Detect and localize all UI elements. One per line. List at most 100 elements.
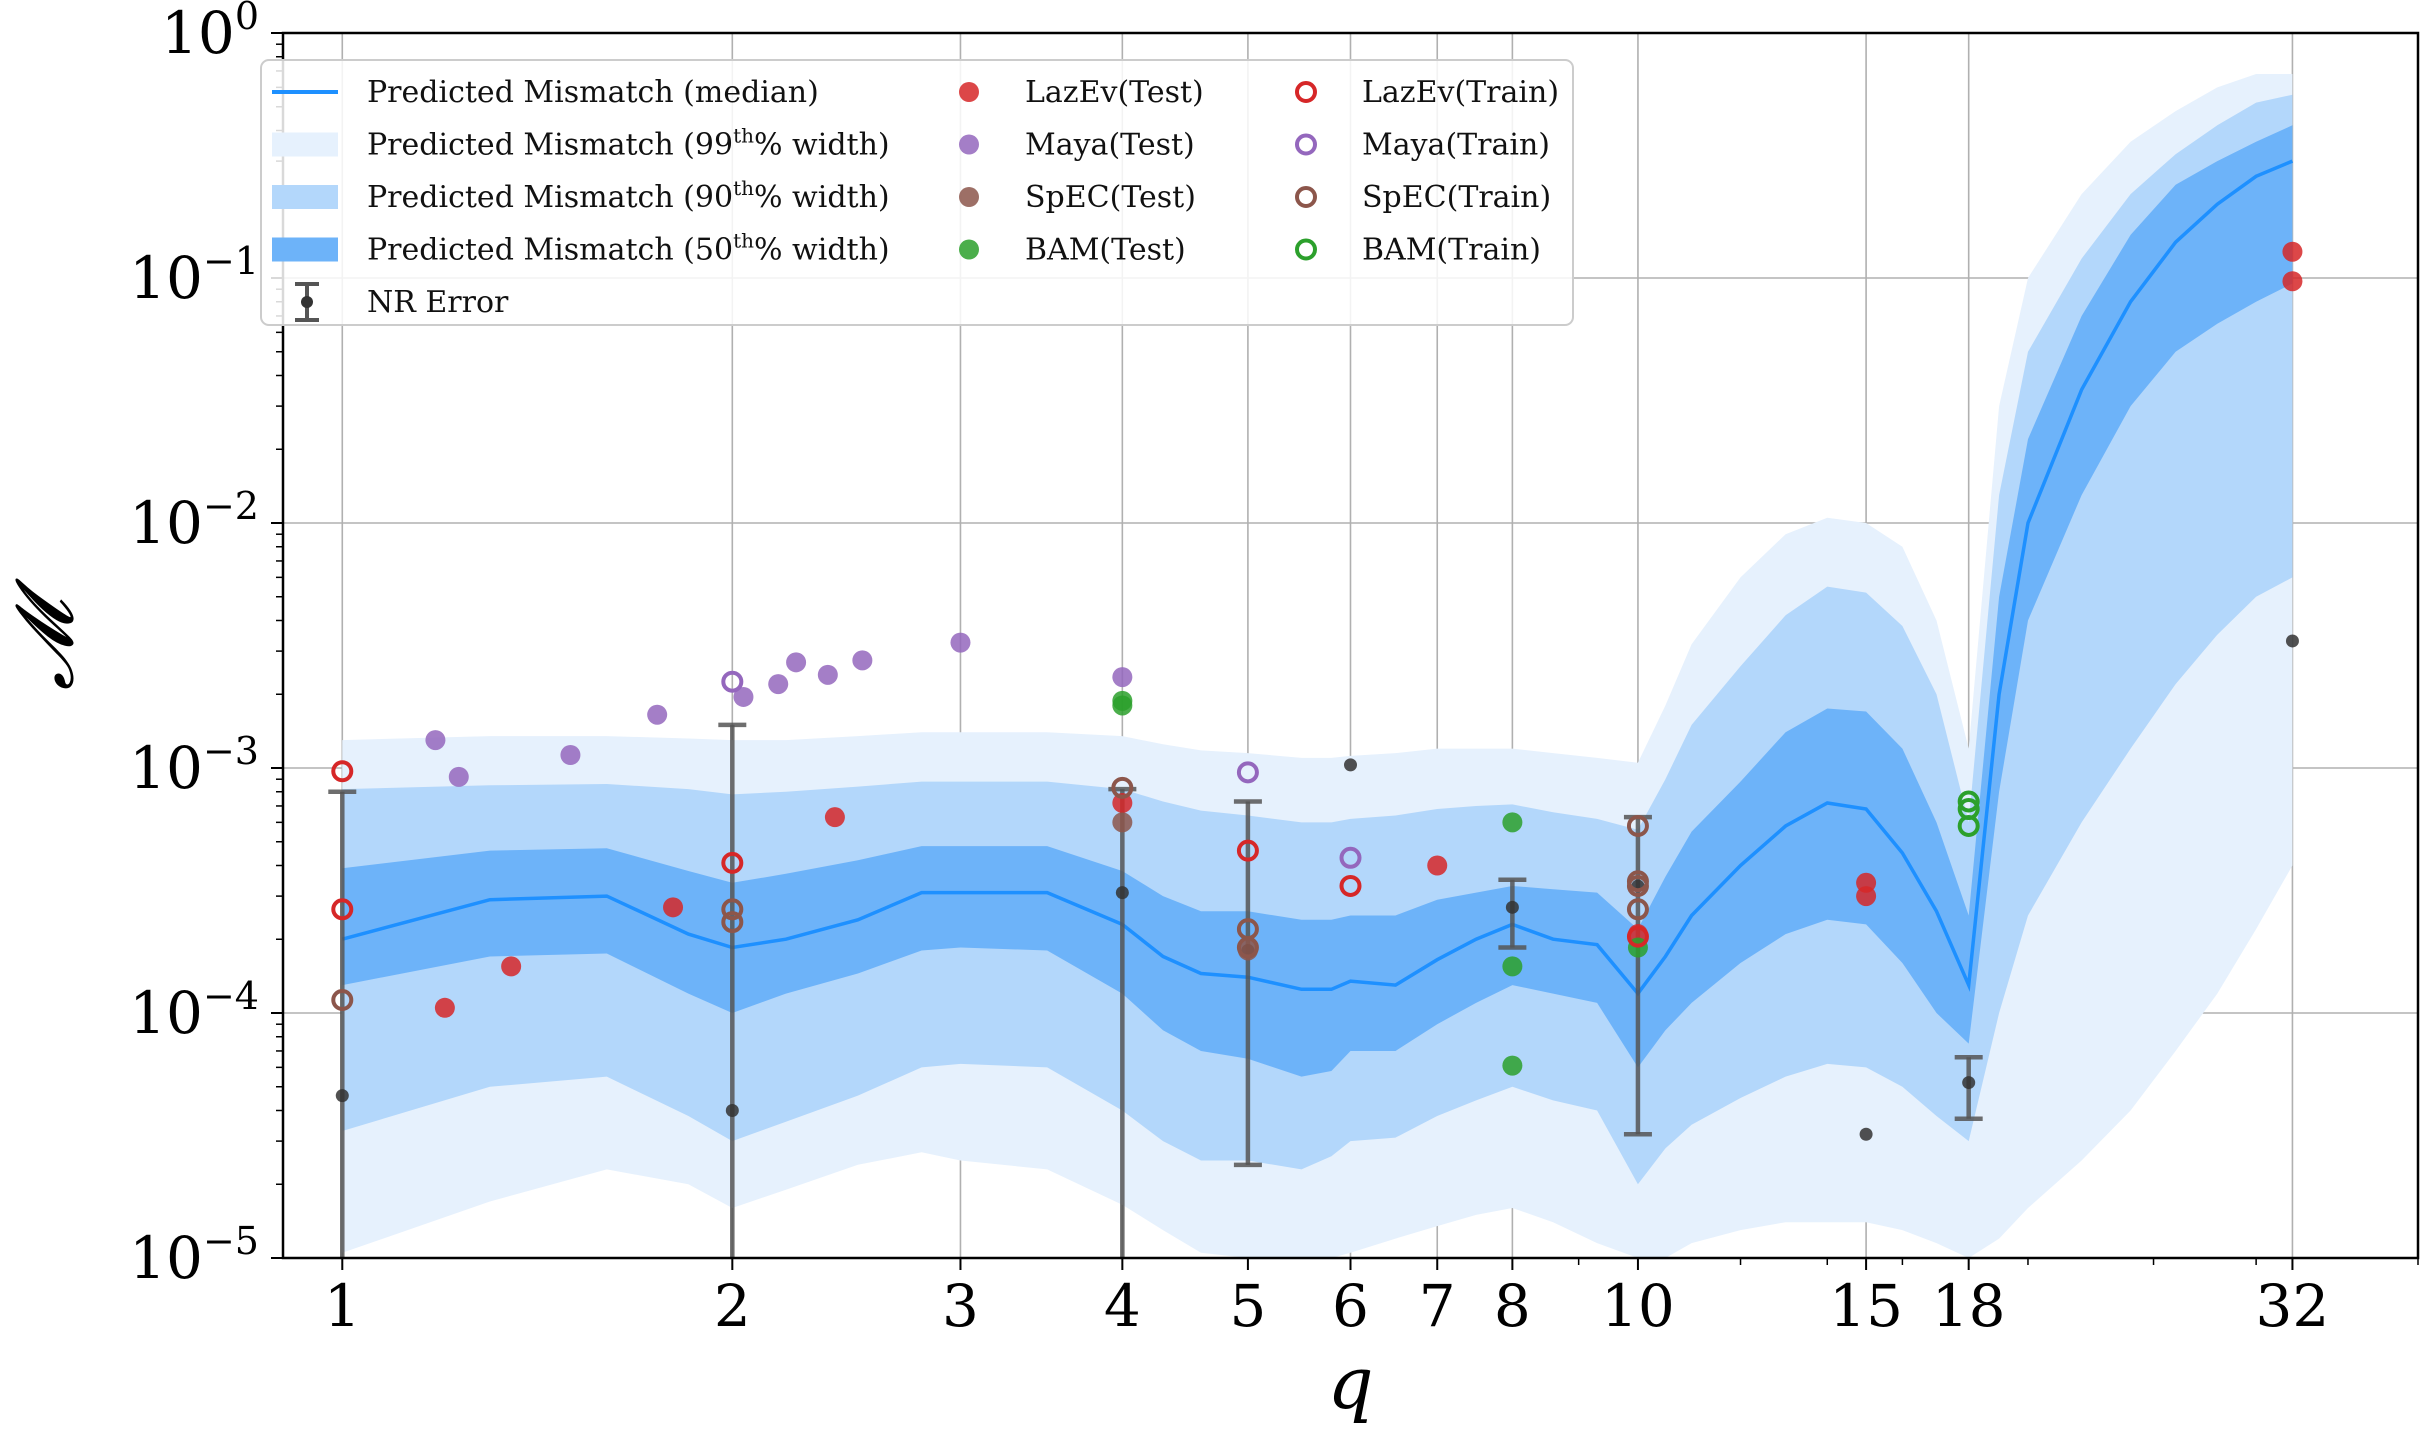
- data-point: [1626, 874, 1649, 897]
- data-point: [1339, 874, 1362, 897]
- nr-error-bar: [1498, 877, 1527, 950]
- legend-label-part: th: [733, 229, 754, 253]
- x-tick-labels: 1 2 3 4 5 6 7 8 10 15 18 32: [324, 1272, 2330, 1340]
- nr-error-bar: [718, 722, 747, 1258]
- data-point: [950, 632, 971, 653]
- legend-label-part: % width): [754, 233, 890, 268]
- nr-error-bar: [1954, 1054, 1983, 1122]
- data-point: [331, 898, 354, 921]
- x-tick-label: 4: [1104, 1272, 1141, 1340]
- y-tick-label: 10−5: [129, 1219, 259, 1292]
- data-points: [331, 241, 2303, 1076]
- error-bar-center: [335, 1089, 349, 1103]
- data-point: [721, 670, 744, 693]
- legend-swatch-open: [1295, 186, 1317, 208]
- data-point: [1957, 814, 1980, 837]
- x-tick-label: 18: [1932, 1272, 2006, 1340]
- legend-swatch-open: [1295, 133, 1317, 156]
- legend-label-part: % width): [754, 180, 890, 215]
- legend-label-part: % width): [754, 128, 890, 163]
- legend-label: BAM(Test): [1025, 233, 1186, 268]
- data-point: [2282, 271, 2303, 292]
- y-tick-exponent: −3: [203, 729, 259, 773]
- legend-swatch-filled: [959, 239, 979, 260]
- x-tick-label: 10: [1601, 1272, 1675, 1340]
- x-tick-label: 15: [1829, 1272, 1903, 1340]
- y-tick-exponent: −5: [203, 1219, 259, 1263]
- series-maya-test: [425, 632, 1133, 787]
- legend-label-part: th: [733, 124, 754, 148]
- legend-swatch-open: [1295, 238, 1317, 261]
- data-point: [1626, 925, 1649, 948]
- legend-label: SpEC(Train): [1362, 180, 1551, 215]
- data-point: [560, 744, 581, 765]
- y-tick-label: 10−4: [129, 974, 259, 1047]
- data-point: [1236, 936, 1259, 959]
- data-point: [768, 674, 789, 695]
- data-point: [1502, 1055, 1523, 1076]
- x-tick-label: 6: [1332, 1272, 1369, 1340]
- y-tick-base: 10: [129, 244, 203, 312]
- data-point: [852, 650, 873, 671]
- prediction-bands: [342, 74, 2293, 1258]
- band-50th-percentile: [342, 125, 2293, 1077]
- series-lazev-train: [331, 760, 1649, 948]
- data-point: [448, 766, 469, 787]
- y-tick-label: 10−2: [129, 484, 259, 557]
- data-point: [647, 704, 668, 725]
- error-bar-center: [1344, 758, 1357, 772]
- y-tick-label: 100: [161, 0, 259, 67]
- data-point: [1856, 872, 1877, 893]
- data-point: [1112, 812, 1133, 833]
- data-point: [331, 988, 354, 1011]
- data-point: [1112, 792, 1133, 813]
- legend-box: [260, 59, 1574, 326]
- legend-label: Predicted Mismatch (50th% width): [367, 229, 890, 268]
- data-point: [1339, 846, 1362, 869]
- legend-label: BAM(Train): [1362, 233, 1541, 268]
- data-point: [1626, 814, 1649, 837]
- legend-label: SpEC(Test): [1025, 180, 1196, 215]
- legend-label-part: Predicted Mismatch (90: [367, 180, 733, 215]
- data-point: [1502, 956, 1523, 977]
- legend-label-part: th: [733, 176, 754, 200]
- data-point: [1236, 761, 1259, 784]
- legend-label: LazEv(Train): [1362, 75, 1559, 110]
- legend-swatch-band: [272, 132, 338, 157]
- data-point: [1502, 812, 1523, 833]
- y-tick-label: 10−3: [129, 729, 259, 802]
- legend-label: Maya(Test): [1025, 128, 1195, 163]
- legend-label: Predicted Mismatch (99th% width): [367, 124, 890, 163]
- data-point: [786, 652, 807, 673]
- error-bar-center: [1505, 900, 1519, 914]
- data-point: [721, 911, 744, 934]
- legend-swatch-filled: [959, 82, 979, 102]
- y-tick-base: 10: [129, 489, 203, 557]
- error-bar-center: [1115, 886, 1129, 900]
- legend-label: Maya(Train): [1362, 128, 1550, 163]
- legend-swatch-filled: [959, 187, 979, 207]
- legend: Predicted Mismatch (median) Predicted Mis…: [260, 59, 1574, 326]
- data-point: [817, 664, 838, 685]
- y-tick-exponent: −1: [203, 239, 259, 283]
- legend-label-part: Predicted Mismatch (99: [367, 128, 733, 163]
- data-point: [331, 760, 354, 783]
- data-point: [824, 807, 845, 828]
- legend-label: LazEv(Test): [1025, 75, 1204, 110]
- data-point: [501, 956, 522, 977]
- data-point: [1111, 776, 1134, 799]
- legend-swatch-band: [272, 185, 338, 209]
- data-point: [1112, 667, 1133, 688]
- legend-label: Predicted Mismatch (median): [367, 75, 819, 110]
- y-tick-label: 10−1: [129, 239, 259, 312]
- nr-error-bar: [1344, 758, 1357, 772]
- x-tick-label: 7: [1419, 1272, 1456, 1340]
- data-point: [721, 851, 744, 874]
- x-tick-label: 8: [1494, 1272, 1531, 1340]
- data-point: [1957, 790, 1980, 813]
- x-tick-label: 2: [714, 1272, 751, 1340]
- y-tick-exponent: 0: [235, 0, 259, 38]
- series-bam-train: [1957, 790, 1980, 837]
